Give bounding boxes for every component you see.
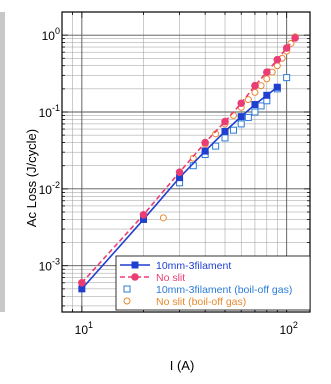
data-point — [237, 99, 246, 108]
legend-label: No slit — [156, 272, 185, 284]
data-point — [229, 126, 237, 134]
legend-label: 10mm-3filament — [156, 260, 231, 272]
y-tick-label-base: 10 — [39, 106, 53, 120]
data-point — [257, 82, 265, 90]
data-point — [176, 174, 184, 182]
y-tick-label-exponent: -2 — [52, 180, 60, 190]
data-point — [283, 74, 291, 82]
data-point — [123, 285, 131, 293]
data-point — [175, 168, 184, 176]
data-point — [273, 83, 281, 91]
data-point — [257, 102, 265, 110]
y-tick-label: 10-1 — [39, 103, 60, 120]
series-1 — [78, 83, 281, 293]
series-2 — [78, 34, 299, 287]
data-point — [201, 138, 209, 147]
x-tick-label-base: 10 — [75, 323, 89, 337]
data-point — [212, 142, 220, 150]
data-point — [221, 134, 229, 142]
x-tick-label-exponent: 1 — [88, 320, 93, 330]
series-line — [81, 37, 296, 284]
data-point — [78, 285, 86, 293]
x-tick-label: 102 — [279, 320, 297, 337]
data-point — [251, 108, 259, 116]
data-point — [244, 96, 252, 104]
data-point — [273, 55, 282, 64]
legend-item: No slit — [120, 272, 185, 284]
y-tick-label-base: 10 — [42, 29, 56, 43]
data-point — [251, 81, 259, 90]
data-point — [251, 88, 259, 96]
y-tick-label-base: 10 — [39, 260, 53, 274]
data-point — [139, 210, 148, 219]
data-point — [221, 117, 229, 126]
legend-item: 10mm-3filament — [120, 260, 231, 272]
y-tick-label: 10-2 — [39, 180, 60, 197]
legend-item: No slit (boil-off gas) — [123, 296, 246, 308]
legend-label: 10mm-3filament (boil-off gas) — [156, 284, 292, 296]
y-tick-label-exponent: 0 — [55, 26, 60, 36]
y-axis-label: Ac Loss (J/cycle) — [24, 129, 39, 227]
data-point — [282, 44, 291, 52]
data-point — [201, 147, 209, 155]
data-point — [131, 261, 139, 269]
data-point — [251, 101, 259, 109]
legend-label: No slit (boil-off gas) — [156, 296, 246, 308]
data-point — [263, 68, 271, 76]
y-tick-label-base: 10 — [39, 183, 53, 197]
side-bar-divider — [0, 12, 5, 312]
data-point — [78, 278, 86, 287]
data-point — [237, 120, 245, 128]
data-series — [78, 33, 299, 293]
legend-item: 10mm-3filament (boil-off gas) — [123, 284, 292, 296]
data-point — [159, 214, 167, 222]
y-tick-label-exponent: -3 — [52, 257, 60, 267]
x-tick-label-base: 10 — [279, 323, 293, 337]
data-point — [263, 75, 271, 83]
plot-frame — [61, 11, 311, 313]
x-tick-label: 101 — [75, 320, 93, 337]
y-tick-label-exponent: -1 — [52, 103, 60, 113]
data-point — [273, 62, 281, 70]
data-point — [237, 113, 245, 121]
data-point — [221, 127, 229, 135]
data-point — [123, 297, 131, 305]
y-tick-label: 10-3 — [39, 257, 60, 274]
y-tick-label: 100 — [42, 26, 60, 43]
data-point — [263, 91, 271, 99]
data-point — [291, 34, 299, 42]
x-tick-label-exponent: 2 — [293, 320, 298, 330]
data-point — [140, 215, 148, 223]
data-point — [131, 273, 139, 281]
data-point — [244, 113, 252, 121]
x-axis-label: I (A) — [170, 358, 195, 373]
